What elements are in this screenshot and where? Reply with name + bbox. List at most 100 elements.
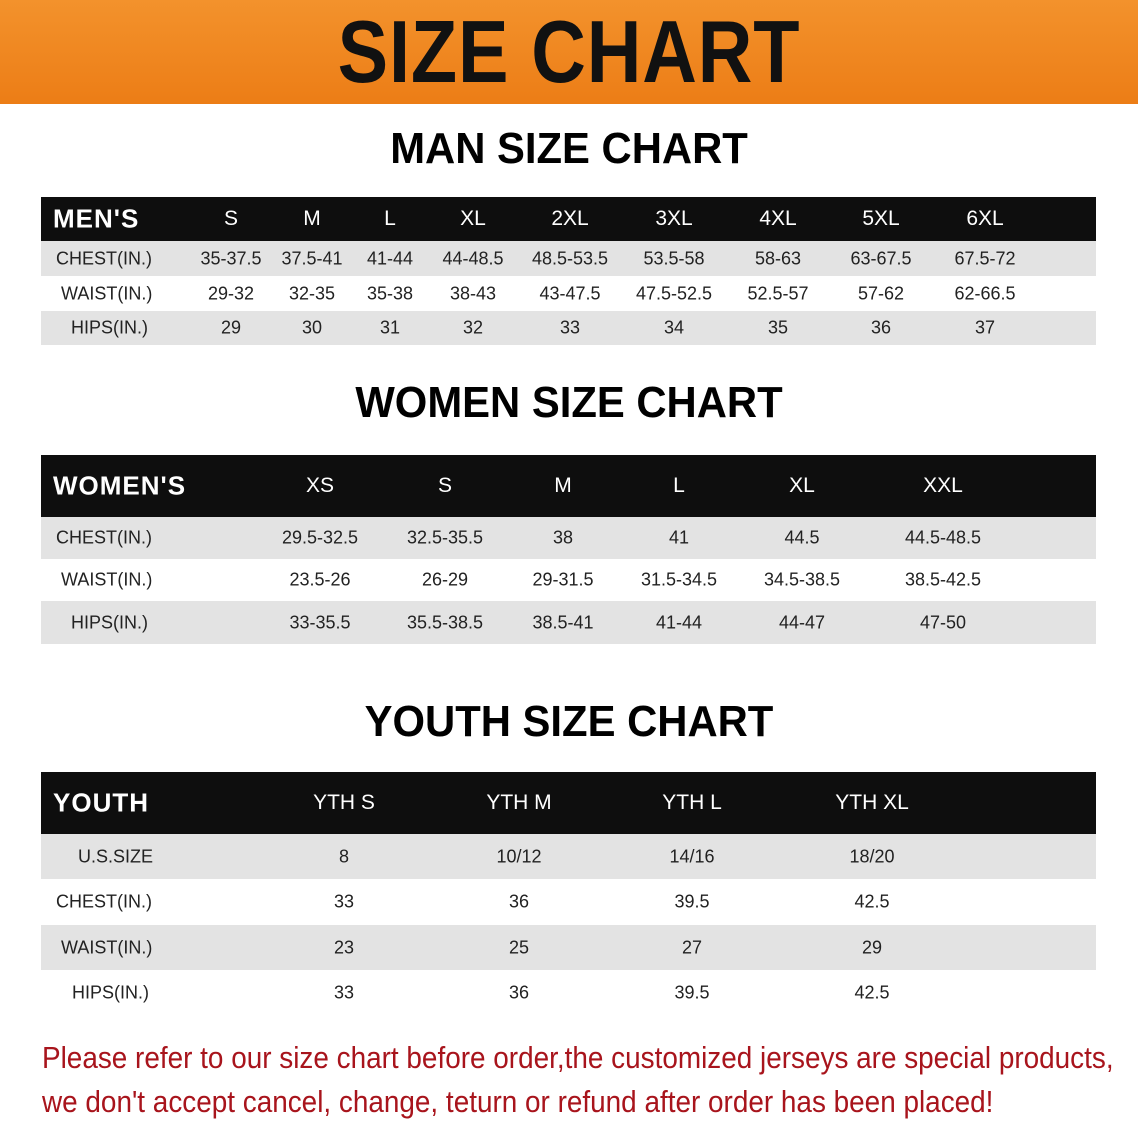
table-cell: 42.5 — [854, 982, 890, 1002]
table-cell: 47.5-52.5 — [635, 283, 713, 303]
table-cell: 34.5-38.5 — [763, 569, 841, 590]
table-header-row: WOMEN'S XS S M L XL XXL — [41, 455, 1096, 517]
size-header-cell: YTH L — [662, 791, 722, 814]
size-header-cell: 3XL — [655, 207, 693, 230]
measure-label-cell: CHEST(IN.) — [56, 248, 152, 268]
women-section-title: WOMEN SIZE CHART — [355, 378, 783, 427]
table-cell: 27 — [681, 937, 703, 957]
table-cell: 41 — [668, 527, 690, 548]
size-header-cell: L — [673, 474, 685, 497]
banner: SIZE CHART — [0, 0, 1138, 104]
measure-label-cell: CHEST(IN.) — [56, 527, 152, 548]
policy-note-line-2: we don't accept cancel, change, teturn o… — [42, 1084, 994, 1119]
table-cell: 44-48.5 — [442, 248, 504, 268]
table-cell: 35.5-38.5 — [406, 612, 484, 632]
size-header-cell: YTH S — [313, 791, 375, 814]
table-cell: 39.5 — [674, 982, 710, 1002]
table-cell: 32.5-35.5 — [406, 527, 484, 548]
table-cell: 35-37.5 — [200, 248, 262, 268]
table-cell: 32 — [462, 317, 484, 338]
table-cell: 62-66.5 — [954, 283, 1016, 303]
table-title-cell: WOMEN'S — [53, 470, 187, 501]
table-cell: 32-35 — [288, 283, 336, 303]
measure-label-cell: WAIST(IN.) — [61, 569, 153, 590]
table-cell: 38-43 — [449, 283, 497, 303]
table-cell: 44-47 — [778, 612, 826, 632]
table-cell: 33-35.5 — [289, 612, 351, 632]
youth-section-title: YOUTH SIZE CHART — [364, 697, 774, 746]
table-header-row: MEN'S S M L XL 2XL 3XL 4XL 5XL 6XL — [41, 197, 1096, 241]
size-header-cell: S — [437, 474, 453, 497]
size-header-cell: XXL — [923, 474, 963, 497]
table-cell: 29-31.5 — [532, 569, 594, 590]
table-cell: 37.5-41 — [281, 248, 343, 268]
table-cell: 57-62 — [857, 283, 905, 303]
table-row: CHEST(IN.) 29.5-32.5 32.5-35.5 38 41 44.5 44.5… — [41, 517, 1096, 559]
table-cell: 38.5-41 — [532, 612, 594, 632]
table-cell: 43-47.5 — [539, 283, 601, 303]
table-cell: 8 — [338, 846, 350, 866]
table-cell: 47-50 — [919, 612, 967, 632]
size-header-cell: L — [384, 207, 396, 230]
table-cell: 14/16 — [669, 846, 715, 866]
table-cell: 37 — [974, 317, 996, 338]
table-cell: 29 — [861, 937, 883, 957]
table-cell: 41-44 — [655, 612, 703, 632]
measure-label-cell: HIPS(IN.) — [71, 317, 149, 338]
table-cell: 35-38 — [366, 283, 414, 303]
table-cell: 41-44 — [366, 248, 414, 268]
measure-label-cell: WAIST(IN.) — [61, 937, 153, 957]
size-header-cell: S — [223, 207, 239, 230]
table-row: U.S.SIZE 8 10/12 14/16 18/20 — [41, 834, 1096, 879]
table-cell: 44.5 — [784, 527, 820, 548]
table-cell: 36 — [508, 891, 530, 912]
table-cell: 25 — [508, 937, 530, 957]
table-cell: 36 — [870, 317, 892, 338]
table-row: HIPS(IN.) 33 36 39.5 42.5 — [41, 970, 1096, 1015]
table-cell: 67.5-72 — [954, 248, 1016, 268]
table-cell: 33 — [333, 891, 355, 912]
banner-title: SIZE CHART — [337, 2, 801, 101]
table-row: WAIST(IN.) 23.5-26 26-29 29-31.5 31.5-34.5 34… — [41, 559, 1096, 601]
size-header-cell: XL — [789, 474, 815, 497]
table-cell: 36 — [508, 982, 530, 1002]
measure-label-cell: CHEST(IN.) — [56, 891, 152, 912]
table-cell: 34 — [663, 317, 685, 338]
table-header-row: YOUTH YTH S YTH M YTH L YTH XL — [41, 772, 1096, 834]
measure-label-cell: HIPS(IN.) — [72, 982, 150, 1002]
table-row: CHEST(IN.) 33 36 39.5 42.5 — [41, 879, 1096, 925]
table-cell: 10/12 — [496, 846, 542, 866]
table-title-cell: YOUTH — [53, 787, 149, 818]
table-row: HIPS(IN.) 29 30 31 32 33 34 35 36 37 — [41, 311, 1096, 345]
table-cell: 29.5-32.5 — [281, 527, 359, 548]
policy-note: Please refer to our size chart before or… — [42, 1036, 1114, 1124]
table-cell: 48.5-53.5 — [531, 248, 609, 268]
table-cell: 39.5 — [674, 891, 710, 912]
policy-note-line-1: Please refer to our size chart before or… — [42, 1040, 1114, 1075]
table-cell: 30 — [301, 317, 323, 338]
measure-label-cell: HIPS(IN.) — [71, 612, 149, 632]
table-row: WAIST(IN.) 29-32 32-35 35-38 38-43 43-47.5 47.… — [41, 276, 1096, 311]
table-row: CHEST(IN.) 35-37.5 37.5-41 41-44 44-48.5 48.5… — [41, 241, 1096, 276]
table-cell: 38.5-42.5 — [904, 569, 982, 590]
table-cell: 31 — [379, 317, 401, 338]
table-cell: 52.5-57 — [747, 283, 809, 303]
table-cell: 44.5-48.5 — [904, 527, 982, 548]
size-header-cell: M — [303, 207, 321, 230]
size-header-cell: YTH M — [486, 791, 552, 814]
size-header-cell: 5XL — [862, 207, 900, 230]
men-section-title: MAN SIZE CHART — [390, 124, 748, 173]
table-cell: 35 — [767, 317, 789, 338]
size-header-cell: 2XL — [551, 207, 589, 230]
table-cell: 33 — [559, 317, 581, 338]
table-row: WAIST(IN.) 23 25 27 29 — [41, 925, 1096, 970]
table-cell: 26-29 — [421, 569, 469, 590]
table-cell: 33 — [333, 982, 355, 1002]
table-cell: 29 — [220, 317, 242, 338]
table-cell: 63-67.5 — [850, 248, 912, 268]
measure-label-cell: U.S.SIZE — [78, 846, 154, 866]
table-cell: 23 — [333, 937, 355, 957]
size-header-cell: M — [554, 474, 572, 497]
size-header-cell: 6XL — [966, 207, 1004, 230]
table-cell: 31.5-34.5 — [640, 569, 718, 590]
